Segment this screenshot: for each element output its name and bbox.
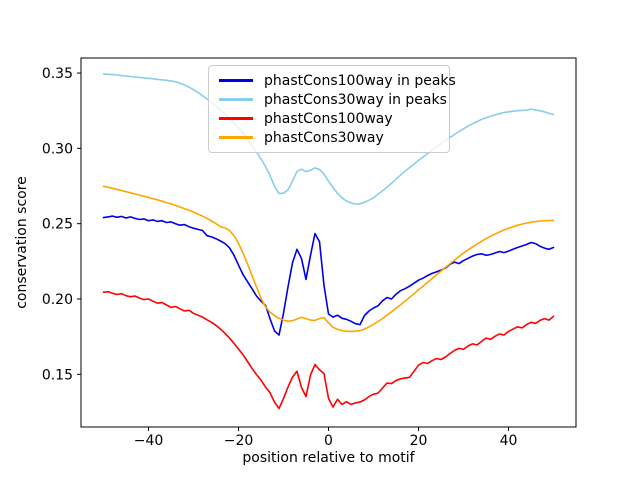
- x-axis-label: position relative to motif: [242, 450, 415, 466]
- legend-line-swatch-skyblue: [219, 98, 253, 101]
- series-line-2: [102, 290, 555, 410]
- legend-line-swatch-red: [219, 117, 253, 120]
- x-tick-label: 20: [410, 433, 428, 449]
- y-tick-label: 0.20: [42, 292, 73, 308]
- y-tick-label: 0.25: [42, 217, 73, 233]
- legend-label: phastCons100way: [264, 110, 393, 127]
- y-tick-label: 0.15: [42, 367, 73, 383]
- legend-item: phastCons100way in peaks: [219, 74, 456, 88]
- x-tick-label: 40: [500, 433, 518, 449]
- legend-label: phastCons30way: [264, 129, 384, 146]
- legend-line-swatch-orange: [219, 136, 253, 139]
- legend-label: phastCons30way in peaks: [264, 91, 447, 108]
- series-line-1: [102, 73, 555, 205]
- y-axis-label: conservation score: [14, 176, 30, 309]
- legend: phastCons100way in peaks phastCons30way …: [208, 65, 456, 153]
- x-tick-label: 0: [324, 433, 333, 449]
- legend-label: phastCons100way in peaks: [264, 72, 456, 89]
- series-line-3: [102, 185, 555, 333]
- x-tick-label: −40: [134, 433, 164, 449]
- legend-item: phastCons30way in peaks: [219, 93, 447, 107]
- legend-line-swatch-blue: [219, 79, 253, 82]
- y-tick-label: 0.35: [42, 66, 73, 82]
- series-line-0: [102, 215, 555, 336]
- x-tick-label: −20: [224, 433, 254, 449]
- legend-item: phastCons100way: [219, 112, 439, 126]
- legend-item: phastCons30way: [219, 131, 439, 145]
- y-tick-label: 0.30: [42, 141, 73, 157]
